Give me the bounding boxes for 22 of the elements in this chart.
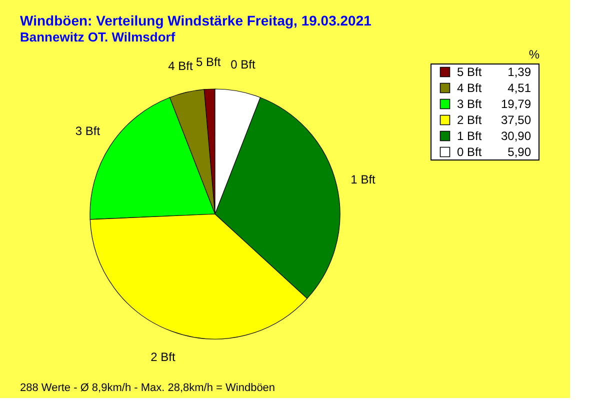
legend-label: 2 Bft: [457, 113, 482, 127]
data-label: 37,50: [500, 113, 532, 127]
data-label: 4,51: [508, 81, 532, 95]
slice-label: 4 Bft: [168, 58, 194, 73]
legend-label: 0 Bft: [457, 145, 482, 159]
data-label: 1,39: [508, 65, 532, 79]
legend-label: 1 Bft: [457, 129, 482, 143]
chart-subtitle: Bannewitz OT. Wilmsdorf: [20, 30, 176, 44]
data-label: 5,90: [508, 145, 532, 159]
text: 288 Werte - Ø 8,9km/h - Max. 28,8km/h = Windböen: [20, 382, 276, 394]
slice-label: 0 Bft: [230, 58, 256, 72]
slice-label: 1 Bft: [350, 172, 376, 186]
slice-label: 5 Bft: [196, 55, 222, 70]
slice-label: 3 Bft: [75, 124, 101, 138]
data-label: 30,90: [500, 129, 532, 143]
chart-title: Windböen: Verteilung Windstärke Freitag, 19.03.2021: [20, 12, 372, 28]
legend-label: 5 Bft: [457, 65, 482, 79]
legend-label: 4 Bft: [457, 81, 482, 95]
slice-label: 2 Bft: [150, 350, 176, 364]
data-label: 19,79: [500, 97, 532, 111]
legend-label: 3 Bft: [457, 97, 482, 111]
legend-title: %: [528, 48, 540, 62]
